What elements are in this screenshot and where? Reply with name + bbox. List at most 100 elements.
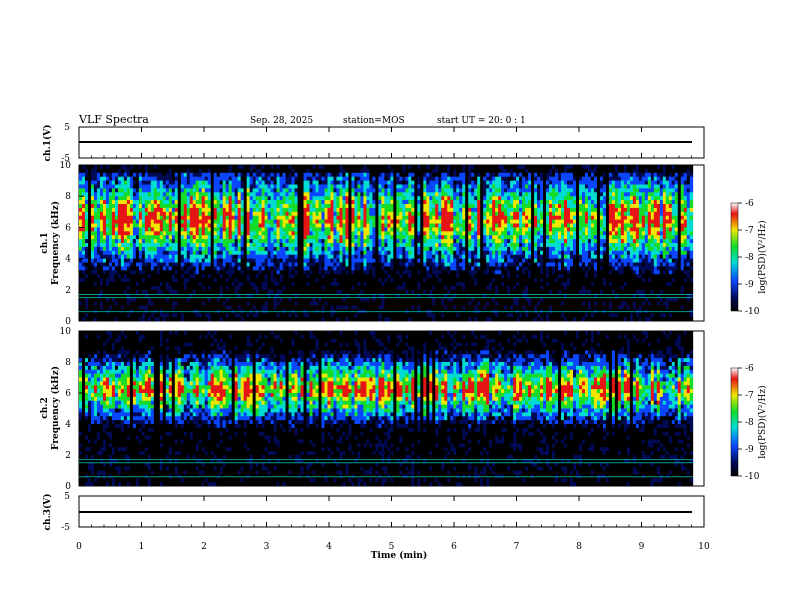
ch1-spectrogram-cell [441, 313, 445, 318]
ch1-spectrogram-image [79, 165, 694, 322]
ch1-spectrogram-cell [231, 165, 236, 170]
ch1-spectrogram-cell [129, 262, 134, 267]
ch1-spectrogram-cell [207, 317, 212, 322]
ch1-spectrogram-cell [111, 293, 116, 298]
ch1-spectrogram-cell [438, 270, 442, 275]
ch1-spectrogram-cell [408, 297, 412, 302]
ch1-spectrogram-cell [135, 254, 140, 259]
ch1-spectrogram-cell [201, 165, 206, 170]
ch1-spectrogram-cell [354, 211, 358, 217]
ch1-spectrogram-cell [213, 231, 218, 236]
ch1-spectrogram-cell [408, 207, 412, 213]
ch1-spectrogram-cell [309, 250, 313, 256]
ch1-spectrogram-cell [264, 301, 269, 306]
ch1-spectrogram-cell [84, 168, 89, 174]
ch1-spectrogram-cell [306, 192, 310, 197]
ch1-spectrogram-cell [93, 289, 98, 295]
ch1-spectrogram-cell [276, 227, 280, 232]
ch1-spectrogram-cell [105, 266, 110, 271]
ch1-spectrogram-cell [168, 254, 173, 259]
ch1-spectrogram-cell [393, 246, 397, 252]
ch1-spectrogram-cell [417, 165, 421, 170]
ch1-spectrogram-cell [156, 200, 161, 205]
ch1-spectrogram-cell [111, 188, 116, 193]
ch1-spectrogram-cell [447, 313, 451, 318]
ch1-spectrogram-cell [444, 250, 448, 256]
ch1-spectrogram-cell [147, 235, 152, 240]
ch1-spectrogram-cell [129, 192, 134, 197]
ch1-spectrogram-cell [324, 258, 328, 263]
ch1-spectrogram-cell [174, 184, 179, 189]
ch1-spectrogram-cell [180, 239, 185, 244]
ch1-spectrogram-cell [243, 254, 248, 259]
ch1-spectrogram-cell [297, 227, 301, 232]
ch1-spectrogram-cell [228, 235, 233, 240]
ch1-spectrogram-cell [138, 196, 143, 201]
ch1-spectrogram-cell [450, 192, 454, 197]
ch1-spectrogram-cell [207, 200, 212, 205]
ch1-spectrogram-cell [195, 250, 200, 256]
ch1-spectrogram-cell [372, 266, 376, 271]
ch1-spectrogram-cell [402, 243, 406, 248]
ch1-spectrogram-cell [315, 317, 319, 322]
ch1-spectrogram-cell [360, 289, 364, 295]
ch1-spectrogram-cell [426, 231, 430, 236]
ch1-spectrogram-cell [261, 239, 266, 244]
ch1-spectrogram-cell [285, 250, 289, 256]
ch1-spectrogram-cell [255, 262, 260, 267]
ch1-spectrogram-cell [150, 278, 155, 283]
ch1-spectrogram-cell [276, 301, 280, 306]
ch1-spectrogram-cell [216, 258, 221, 263]
ch1-spectrogram-cell [378, 274, 382, 279]
ch1-spectrogram-cell [426, 192, 430, 197]
ch1-spectrogram-cell [429, 165, 433, 170]
ch1-spectrogram-cell [384, 278, 388, 283]
ch1-spectrogram-cell [135, 293, 140, 298]
ch1-spectrogram-cell [162, 239, 167, 244]
ch1-spectrogram-cell [114, 313, 119, 318]
ch1-spectrogram-cell [189, 227, 194, 232]
ch1-spectrogram-cell [360, 282, 364, 287]
ch1-spectrogram-cell [81, 305, 86, 310]
ch1-spectrogram-cell [267, 204, 272, 209]
ch1-spectrogram-cell [186, 246, 191, 252]
ch1-spectrogram-cell [123, 239, 128, 244]
ch1-spectrogram-cell [120, 297, 125, 302]
ch1-spectrogram-cell [174, 196, 179, 201]
ch1-spectrogram-cell [180, 297, 185, 302]
ch1-spectrogram-cell [300, 289, 304, 295]
ch1-spectrogram-cell [126, 274, 131, 279]
ch1-spectrogram-cell [444, 227, 448, 232]
ch1-spectrogram-cell [102, 176, 107, 181]
ch1-spectrogram-cell [342, 317, 346, 322]
ch1-spectrogram-cell [435, 227, 439, 232]
ch1-spectrogram-cell [381, 282, 385, 287]
ch1-spectrogram-cell [180, 165, 185, 170]
ch1-spectrogram-cell [180, 243, 185, 248]
ch1-spectrogram-cell [333, 278, 337, 283]
ch1-spectrogram-cell [333, 219, 337, 224]
ch1-spectrogram-cell [399, 231, 403, 236]
ch1-spectrogram-cell [318, 270, 322, 275]
ch1-spectrogram-cell [99, 297, 104, 302]
ch1-spectrogram-cell [150, 207, 155, 213]
ch1-spectrogram-cell [384, 176, 388, 181]
ch1-spectrogram-cell [90, 305, 95, 310]
ch1-spectrogram-cell [132, 235, 137, 240]
ch1-spectrogram-cell [360, 297, 364, 302]
ch1-spectrogram-cell [183, 188, 188, 193]
ch1-spectrogram-cell [300, 274, 304, 279]
ch1-spectrogram-cell [288, 266, 292, 271]
ch1-spectrogram-cell [339, 215, 343, 220]
ch1-spectrogram-cell [306, 180, 310, 185]
ch1-spectrogram-cell [267, 219, 272, 224]
ch1-spectrogram-cell [204, 211, 209, 217]
ch1-spectrogram-cell [354, 258, 358, 263]
ch1-spectrogram-cell [135, 317, 140, 322]
ch1-spectrogram-cell [114, 262, 119, 267]
ch1-spectrogram-cell [138, 278, 143, 283]
ch1-spectrogram-cell [330, 172, 334, 178]
ch1-spectrogram-cell [174, 172, 179, 178]
ch1-spectrogram-cell [180, 200, 185, 205]
ch1-spectrogram-cell [231, 223, 236, 228]
